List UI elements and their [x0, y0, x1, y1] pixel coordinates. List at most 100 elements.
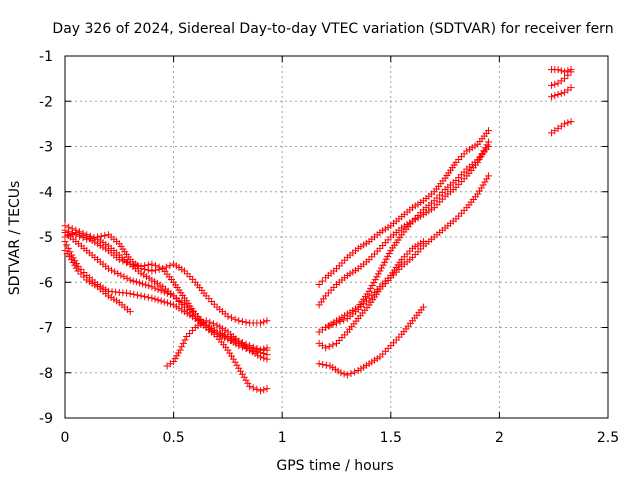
data-point	[474, 190, 482, 198]
series-track-16	[548, 84, 575, 101]
data-point	[79, 229, 87, 237]
data-point	[374, 270, 382, 278]
data-point	[163, 289, 171, 297]
data-point	[554, 66, 562, 74]
data-point	[551, 80, 559, 88]
data-point	[63, 241, 71, 249]
data-point	[90, 234, 98, 242]
data-point	[485, 127, 493, 135]
data-point	[228, 352, 236, 360]
data-point	[231, 358, 239, 366]
y-tick-labels: -9 -8 -7 -6 -5 -4 -3 -2 -1	[39, 49, 53, 427]
data-point	[554, 90, 562, 98]
data-point	[61, 222, 69, 230]
y-tick-label: -3	[39, 140, 53, 156]
data-point	[548, 93, 556, 101]
data-point	[318, 277, 326, 285]
data-point	[65, 231, 73, 239]
data-point	[123, 259, 131, 267]
data-point	[137, 262, 145, 270]
data-point	[347, 370, 355, 378]
data-point	[166, 291, 174, 299]
data-point	[263, 355, 271, 363]
x-tick-label: 1	[278, 430, 287, 446]
data-point	[77, 270, 85, 278]
data-point	[166, 262, 174, 270]
data-point	[224, 346, 232, 354]
data-point	[485, 143, 493, 150]
data-point	[142, 281, 150, 289]
y-tick-label: -4	[39, 185, 53, 201]
data-point	[235, 317, 243, 325]
data-point	[548, 81, 556, 89]
data-point	[567, 84, 575, 92]
data-point	[166, 300, 174, 308]
series-track-6	[61, 228, 271, 395]
data-point	[377, 264, 385, 272]
data-point	[485, 172, 493, 180]
data-point	[385, 249, 393, 257]
data-point	[557, 67, 565, 75]
data-point	[322, 361, 330, 369]
data-point	[371, 276, 379, 284]
data-point	[133, 262, 141, 270]
data-point	[384, 252, 392, 260]
data-point	[343, 371, 351, 379]
series-track-13	[315, 303, 427, 379]
data-point	[333, 319, 340, 327]
data-point	[183, 333, 191, 341]
data-point	[256, 387, 264, 395]
x-tick-label: 2	[495, 430, 504, 446]
data-point	[160, 298, 168, 306]
data-point	[263, 317, 271, 325]
data-point	[178, 343, 186, 351]
y-tick-label: -8	[39, 366, 53, 382]
data-point	[263, 344, 271, 352]
x-tick-label: 2.5	[597, 430, 619, 446]
x-tick-labels: 0 0.5 1 1.5 2 2.5	[61, 430, 620, 446]
data-point	[260, 386, 268, 394]
data-point	[123, 274, 131, 282]
data-point	[336, 317, 344, 325]
data-point	[249, 384, 257, 392]
y-tick-label: -9	[39, 411, 53, 427]
data-point	[133, 291, 141, 299]
data-point	[108, 266, 116, 274]
data-point	[126, 276, 134, 284]
data-point	[148, 260, 156, 268]
data-point	[376, 267, 384, 275]
x-axis-label: GPS time / hours	[276, 458, 393, 474]
y-tick-label: -1	[39, 49, 53, 65]
x-tick-label: 1.5	[380, 430, 402, 446]
data-point	[233, 361, 241, 369]
data-point	[151, 284, 159, 292]
data-point	[235, 364, 243, 372]
data-point	[176, 346, 184, 354]
data-point	[224, 312, 232, 320]
data-point	[117, 271, 125, 279]
data-point	[567, 68, 575, 76]
data-point	[237, 367, 245, 375]
data-point	[130, 290, 138, 298]
data-point	[126, 290, 134, 298]
series-track-7	[163, 317, 271, 370]
data-point	[322, 324, 330, 331]
data-point	[80, 273, 88, 281]
data-point	[242, 376, 250, 384]
data-point	[238, 370, 246, 378]
data-point	[557, 89, 565, 97]
data-point	[481, 178, 489, 186]
data-point	[419, 303, 427, 311]
data-point	[240, 373, 248, 381]
data-point	[152, 262, 159, 270]
data-point	[370, 279, 378, 287]
data-point	[157, 287, 165, 295]
data-point	[229, 355, 237, 363]
data-point	[231, 315, 239, 323]
data-point	[481, 144, 489, 152]
data-point	[329, 320, 337, 328]
data-point	[319, 360, 327, 368]
data-point	[111, 268, 119, 276]
series-track-4	[61, 238, 271, 359]
